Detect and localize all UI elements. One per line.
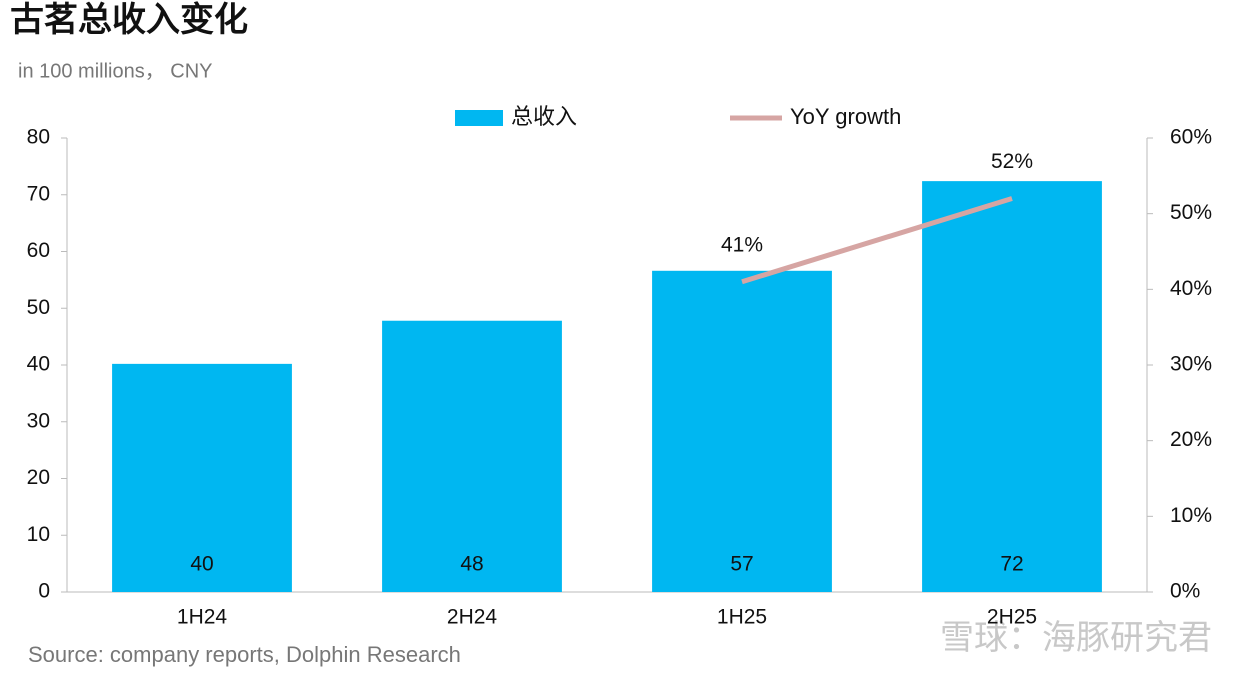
bar-value-label: 72 xyxy=(1000,553,1023,576)
x-tick-label: 2H24 xyxy=(447,606,498,629)
y-tick-label: 20 xyxy=(27,466,50,489)
bar xyxy=(382,320,562,592)
bar-value-label: 48 xyxy=(460,553,483,576)
legend-swatch xyxy=(455,110,503,126)
chart-title: 古茗总收入变化 xyxy=(10,1,248,39)
bar xyxy=(922,181,1102,592)
y-tick-label: 60 xyxy=(27,239,50,262)
y2-tick-label: 20% xyxy=(1170,428,1212,451)
chart-subtitle: in 100 millions， CNY xyxy=(18,60,213,82)
y-tick-label: 80 xyxy=(27,126,50,149)
legend-label: 总收入 xyxy=(511,104,577,129)
y-tick-label: 50 xyxy=(27,296,50,319)
y2-tick-label: 30% xyxy=(1170,353,1212,376)
y2-tick-label: 40% xyxy=(1170,277,1212,300)
y-tick-label: 40 xyxy=(27,353,50,376)
y2-tick-label: 50% xyxy=(1170,201,1212,224)
y-tick-label: 10 xyxy=(27,523,50,546)
y2-tick-label: 0% xyxy=(1170,580,1200,603)
y2-tick-label: 60% xyxy=(1170,126,1212,149)
bar-value-label: 40 xyxy=(190,553,213,576)
source-note: Source: company reports, Dolphin Researc… xyxy=(28,642,461,667)
line xyxy=(741,196,1013,285)
bar xyxy=(112,363,292,592)
y-tick-label: 70 xyxy=(27,182,50,205)
watermark: 雪球：海豚研究君 xyxy=(940,619,1212,657)
x-tick-label: 1H24 xyxy=(177,606,228,629)
line-value-label: 52% xyxy=(991,150,1033,173)
x-tick-label: 2H25 xyxy=(987,606,1037,629)
bar-value-label: 57 xyxy=(730,553,753,576)
y2-tick-label: 10% xyxy=(1170,504,1212,527)
y-tick-label: 30 xyxy=(27,409,50,432)
x-tick-label: 1H25 xyxy=(717,606,767,629)
bar xyxy=(652,270,832,592)
y-tick-label: 0 xyxy=(38,580,50,603)
line-value-label: 41% xyxy=(721,233,763,256)
legend-label: YoY growth xyxy=(790,104,901,129)
